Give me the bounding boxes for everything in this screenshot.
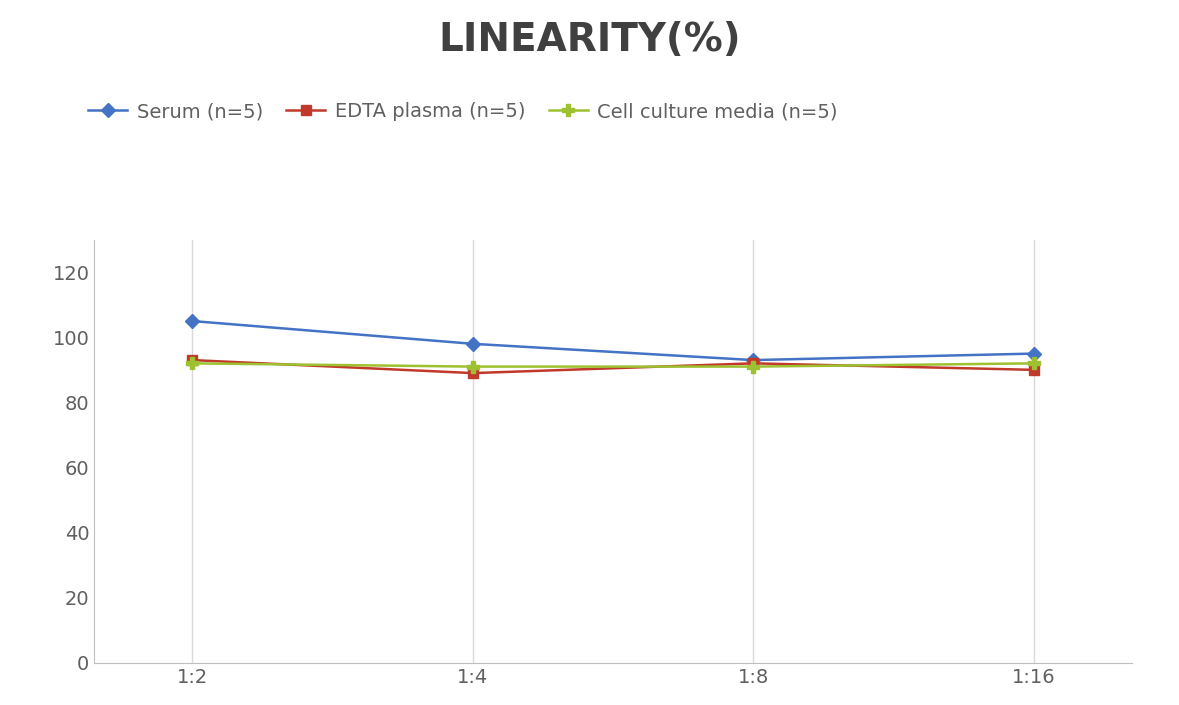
Serum (n=5) xyxy=(1027,350,1041,358)
Line: Cell culture media (n=5): Cell culture media (n=5) xyxy=(187,358,1039,372)
Serum (n=5) xyxy=(466,340,480,348)
EDTA plasma (n=5) xyxy=(185,356,199,364)
Text: LINEARITY(%): LINEARITY(%) xyxy=(439,21,740,59)
EDTA plasma (n=5) xyxy=(746,359,760,367)
EDTA plasma (n=5) xyxy=(1027,366,1041,374)
Cell culture media (n=5) xyxy=(185,359,199,367)
Serum (n=5) xyxy=(185,317,199,325)
Serum (n=5) xyxy=(746,356,760,364)
EDTA plasma (n=5) xyxy=(466,369,480,377)
Cell culture media (n=5) xyxy=(466,362,480,371)
Cell culture media (n=5) xyxy=(1027,359,1041,367)
Line: EDTA plasma (n=5): EDTA plasma (n=5) xyxy=(187,355,1039,378)
Legend: Serum (n=5), EDTA plasma (n=5), Cell culture media (n=5): Serum (n=5), EDTA plasma (n=5), Cell cul… xyxy=(80,94,845,129)
Cell culture media (n=5) xyxy=(746,362,760,371)
Line: Serum (n=5): Serum (n=5) xyxy=(187,316,1039,365)
